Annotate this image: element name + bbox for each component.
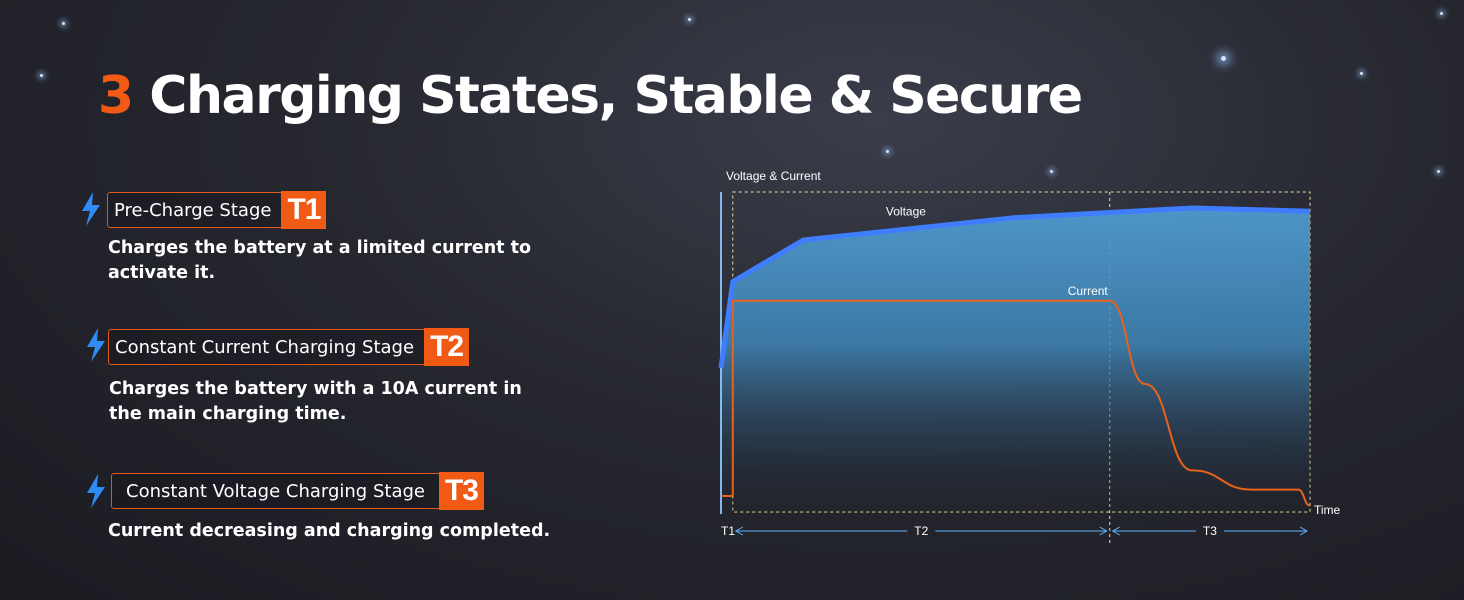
stage-description: Charges the battery at a limited current…	[108, 238, 532, 283]
stage-label: Constant Voltage Charging Stage	[126, 480, 425, 502]
stage-chip: Constant Current Charging Stage T2	[108, 328, 470, 366]
arrow-head	[1299, 526, 1309, 536]
stage-tag: T3	[438, 472, 484, 510]
background-star	[40, 74, 43, 77]
title-number: 3	[98, 66, 134, 126]
stage-label: Pre-Charge Stage	[114, 199, 272, 221]
background-star	[1221, 56, 1226, 61]
phase-label-t3: T3	[1203, 524, 1217, 538]
voltage-area	[721, 208, 1310, 512]
background-star	[1440, 12, 1443, 15]
lightning-bolt-icon	[82, 192, 100, 226]
series-label-voltage: Voltage	[886, 205, 926, 219]
series-label-current: Current	[1068, 284, 1109, 298]
background-star	[1050, 170, 1053, 173]
lightning-bolt-icon	[87, 328, 105, 362]
stage-tag: T2	[424, 328, 470, 366]
current-line	[721, 299, 1311, 507]
phase-labels: T1 T2 T3	[721, 524, 1309, 538]
arrow-head	[734, 526, 744, 536]
background-star	[886, 150, 889, 153]
stage-chip: Constant Voltage Charging Stage T3	[111, 472, 484, 510]
background-star	[62, 22, 65, 25]
phase-label-t2: T2	[914, 524, 928, 538]
page-title: 3 Charging States, Stable & Secure	[98, 66, 1083, 126]
stage-description: Charges the battery with a 10A current i…	[109, 379, 522, 424]
title-text: Charging States, Stable & Secure	[149, 66, 1083, 126]
background-star	[1437, 170, 1440, 173]
arrow-head	[1111, 526, 1120, 536]
phase-label-t1: T1	[721, 524, 735, 538]
stage-description: Current decreasing and charging complete…	[108, 521, 551, 541]
voltage-line	[718, 205, 1311, 369]
x-axis-label: Time	[1314, 503, 1341, 517]
background-star	[1360, 72, 1363, 75]
stage-label: Constant Current Charging Stage	[115, 336, 415, 358]
arrow-head	[1099, 526, 1108, 536]
y-axis-label: Voltage & Current	[726, 169, 821, 183]
stage-tag: T1	[281, 191, 327, 229]
lightning-bolt-icon	[87, 474, 105, 508]
stage-chip: Pre-Charge Stage T1	[107, 191, 327, 229]
background-star	[688, 18, 691, 21]
